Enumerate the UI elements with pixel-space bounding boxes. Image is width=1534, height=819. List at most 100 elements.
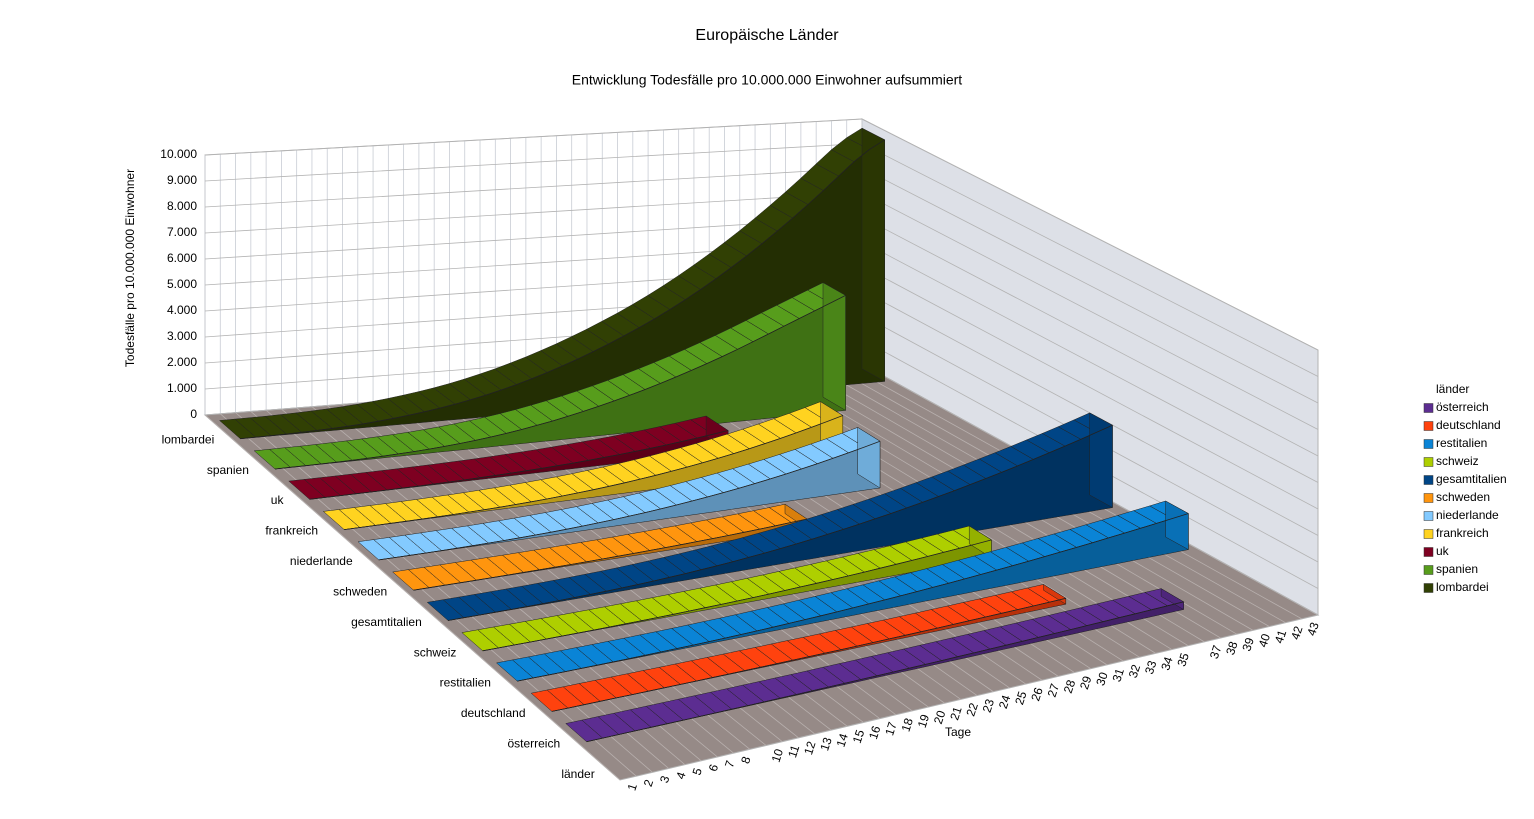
- x-tick-label: 43: [1304, 620, 1322, 637]
- legend-swatch: [1423, 547, 1434, 557]
- chart-title: Europäische Länder: [695, 27, 839, 44]
- x-tick-label: 23: [980, 697, 998, 714]
- legend-label: deutschland: [1436, 418, 1501, 432]
- depth-label: gesamtitalien: [351, 615, 422, 629]
- ribbon-edge: [240, 139, 885, 440]
- ribbon-edge: [482, 539, 992, 652]
- x-tick-label: 22: [963, 701, 981, 718]
- legend-label: frankreich: [1436, 526, 1489, 540]
- ribbon-edge: [517, 513, 1189, 682]
- ribbon-end: [861, 127, 885, 382]
- x-tick-label: 3: [657, 774, 672, 785]
- ribbon-end: [1165, 500, 1189, 551]
- floor-grid: [433, 396, 864, 723]
- floor-grid: [403, 399, 832, 731]
- ribbon-edge: [378, 440, 881, 561]
- x-tick-label: 25: [1012, 689, 1030, 706]
- y-tick-label: 7.000: [167, 225, 197, 239]
- depth-label: uk: [271, 493, 285, 507]
- floor-grid: [388, 400, 816, 735]
- legend-swatch: [1423, 583, 1434, 593]
- x-tick-label: 41: [1272, 628, 1290, 645]
- depth-label: spanien: [207, 463, 249, 477]
- floor-grid: [372, 401, 799, 739]
- legend-label: schweden: [1436, 490, 1490, 504]
- floor-grid: [250, 411, 669, 769]
- x-tick-label: 6: [706, 762, 721, 773]
- x-tick-label: 33: [1142, 659, 1160, 676]
- ribbon-edge: [586, 601, 1184, 743]
- depth-label: restitalien: [440, 676, 491, 690]
- legend-label: restitalien: [1436, 436, 1487, 450]
- x-tick-label: 27: [1045, 682, 1063, 699]
- y-tick-label: 8.000: [167, 199, 197, 213]
- x-tick-label: 14: [834, 731, 852, 748]
- floor-grid: [296, 407, 718, 758]
- legend-swatch: [1423, 457, 1434, 467]
- legend-swatch: [1423, 529, 1434, 539]
- legend-label: spanien: [1436, 562, 1478, 576]
- x-tick-label: 17: [882, 720, 900, 737]
- y-tick-label: 4.000: [167, 303, 197, 317]
- x-tick-label: 24: [996, 693, 1014, 710]
- legend-swatch: [1423, 565, 1434, 575]
- y-tick-label: 10.000: [160, 147, 197, 161]
- legend-title: länder: [1436, 382, 1469, 396]
- x-tick-label: 8: [738, 754, 753, 765]
- legend-label: österreich: [1436, 400, 1489, 414]
- depth-label: österreich: [507, 737, 560, 751]
- x-tick-label: 15: [850, 728, 868, 745]
- x-tick-label: 35: [1174, 651, 1192, 668]
- legend-swatch: [1423, 511, 1434, 521]
- x-tick-label: 28: [1061, 678, 1079, 695]
- ribbon-end: [1160, 588, 1184, 610]
- x-tick-label: 5: [689, 766, 704, 777]
- legend-label: niederlande: [1436, 508, 1499, 522]
- y-tick-label: 6.000: [167, 251, 197, 265]
- floor-grid: [357, 402, 783, 742]
- legend-swatch: [1423, 493, 1434, 503]
- floor-grid: [235, 412, 653, 773]
- floor-grid: [326, 405, 751, 750]
- x-tick-label: 7: [722, 758, 737, 769]
- chart-subtitle: Entwicklung Todesfälle pro 10.000.000 Ei…: [572, 72, 963, 88]
- x-tick-label: 40: [1256, 632, 1274, 649]
- floor-grid: [418, 398, 848, 727]
- x-tick-label: 11: [785, 743, 802, 759]
- legend-swatch: [1423, 475, 1434, 485]
- grid-line: [204, 118, 1319, 351]
- legend-swatch: [1423, 403, 1434, 413]
- legend-label: lombardei: [1436, 580, 1489, 594]
- x-tick-label: 16: [866, 724, 884, 741]
- x-tick-label: 2: [641, 777, 656, 788]
- y-axis-title: Todesfälle pro 10.000.000 Einwohner: [123, 169, 137, 367]
- ribbon-end: [1089, 412, 1113, 509]
- ribbon-end: [968, 525, 992, 559]
- y-tick-label: 5.000: [167, 277, 197, 291]
- depth-label: schweden: [333, 584, 387, 598]
- ribbon-edge: [413, 518, 808, 591]
- floor-grid: [342, 404, 767, 746]
- ribbon-edge: [551, 597, 1066, 712]
- depth-label: deutschland: [461, 706, 526, 720]
- ribbon-edge: [274, 295, 846, 470]
- x-tick-label: 37: [1207, 643, 1225, 660]
- x-tick-label: 4: [673, 770, 688, 781]
- x-tick-label: 30: [1093, 670, 1111, 687]
- legend-swatch: [1423, 421, 1434, 431]
- x-tick-label: 20: [931, 708, 949, 725]
- ribbon-end: [822, 282, 846, 411]
- x-tick-label: 12: [801, 739, 819, 756]
- x-tick-label: 31: [1110, 666, 1128, 683]
- x-tick-label: 34: [1158, 655, 1176, 672]
- x-tick-label: 13: [817, 735, 835, 752]
- depth-axis-title: länder: [561, 767, 594, 781]
- y-tick-label: 9.000: [167, 173, 197, 187]
- floor-grid: [204, 414, 621, 781]
- x-tick-label: 32: [1126, 662, 1144, 679]
- x-tick-label: 42: [1288, 624, 1306, 641]
- depth-label: frankreich: [265, 524, 318, 538]
- floor-grid: [265, 409, 686, 765]
- y-tick-label: 3.000: [167, 329, 197, 343]
